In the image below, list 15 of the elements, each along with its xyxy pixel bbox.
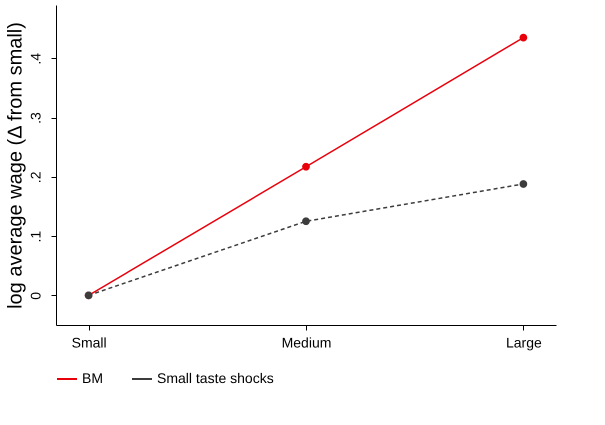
- y-tick-label: .4: [28, 52, 44, 65]
- point: [520, 34, 528, 42]
- y-tick-label: .1: [28, 230, 44, 242]
- point: [520, 180, 528, 188]
- x-tick-label: Small: [72, 334, 107, 350]
- point: [302, 217, 310, 226]
- y-tick-label: .2: [28, 171, 44, 184]
- y-tick-label: 0: [28, 292, 44, 300]
- legend-label: BM: [82, 370, 103, 386]
- x-tick-label: Large: [506, 334, 542, 350]
- legend-label: Small taste shocks: [157, 370, 274, 386]
- y-axis-title: log average wage (Δ from small): [4, 22, 26, 309]
- y-tick-label: .3: [28, 112, 44, 124]
- x-tick-label: Medium: [282, 334, 332, 350]
- point: [302, 162, 310, 171]
